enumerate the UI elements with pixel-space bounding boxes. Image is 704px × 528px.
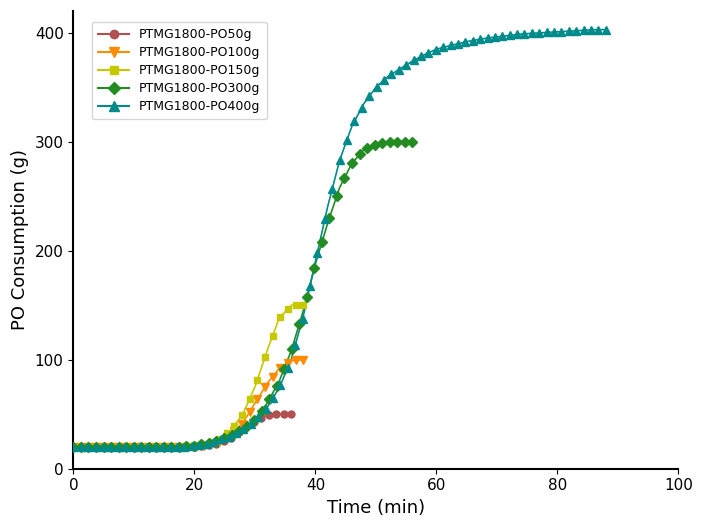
Legend: PTMG1800-PO50g, PTMG1800-PO100g, PTMG1800-PO150g, PTMG1800-PO300g, PTMG1800-PO40: PTMG1800-PO50g, PTMG1800-PO100g, PTMG180… bbox=[92, 22, 267, 119]
X-axis label: Time (min): Time (min) bbox=[327, 499, 425, 517]
Y-axis label: PO Consumption (g): PO Consumption (g) bbox=[11, 149, 29, 331]
